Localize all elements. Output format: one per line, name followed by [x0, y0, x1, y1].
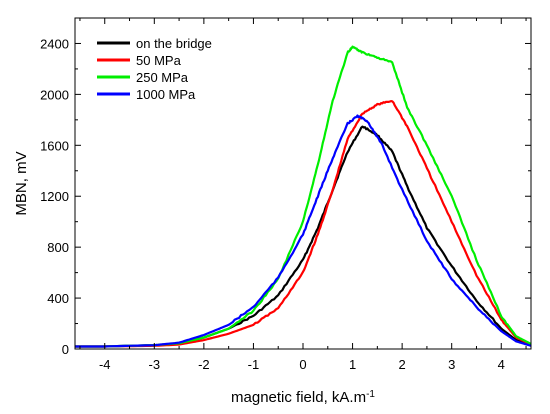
- y-tick-label: 1600: [40, 138, 69, 153]
- y-tick-label: 1200: [40, 189, 69, 204]
- x-axis-title: magnetic field, kA.m-1: [231, 389, 375, 407]
- y-tick-label: 0: [62, 342, 69, 357]
- y-axis-title: MBN, mV: [13, 151, 30, 215]
- x-axis-title-exponent: -1: [366, 389, 375, 400]
- legend-label: 50 MPa: [136, 53, 182, 68]
- x-tick-label: 0: [299, 357, 306, 372]
- y-tick-label: 2000: [40, 87, 69, 102]
- y-axis-ticks: 0 400 800 1200 1600 2000 2400: [40, 17, 531, 357]
- series-line-3: [75, 114, 532, 348]
- x-tick-label: -1: [248, 357, 260, 372]
- x-axis-ticks: -4 -3 -2 -1 0 1 2 3 4: [79, 18, 527, 372]
- legend-label: 1000 MPa: [136, 87, 196, 102]
- x-tick-label: -2: [198, 357, 210, 372]
- y-tick-label: 2400: [40, 36, 69, 51]
- legend: on the bridge 50 MPa 250 MPa 1000 MPa: [97, 36, 212, 102]
- x-tick-label: -4: [99, 357, 111, 372]
- series-line-0: [75, 125, 532, 348]
- y-tick-label: 800: [47, 240, 69, 255]
- plot-series-group: [75, 45, 532, 348]
- x-tick-label: -3: [149, 357, 161, 372]
- legend-label: on the bridge: [136, 36, 212, 51]
- series-line-2: [75, 45, 532, 348]
- series-line-1: [75, 100, 532, 348]
- y-tick-label: 400: [47, 291, 69, 306]
- legend-label: 250 MPa: [136, 70, 189, 85]
- x-tick-label: 3: [448, 357, 455, 372]
- x-tick-label: 2: [399, 357, 406, 372]
- x-tick-label: 1: [349, 357, 356, 372]
- x-tick-label: 4: [498, 357, 505, 372]
- x-axis-title-text: magnetic field, kA.m: [231, 389, 366, 406]
